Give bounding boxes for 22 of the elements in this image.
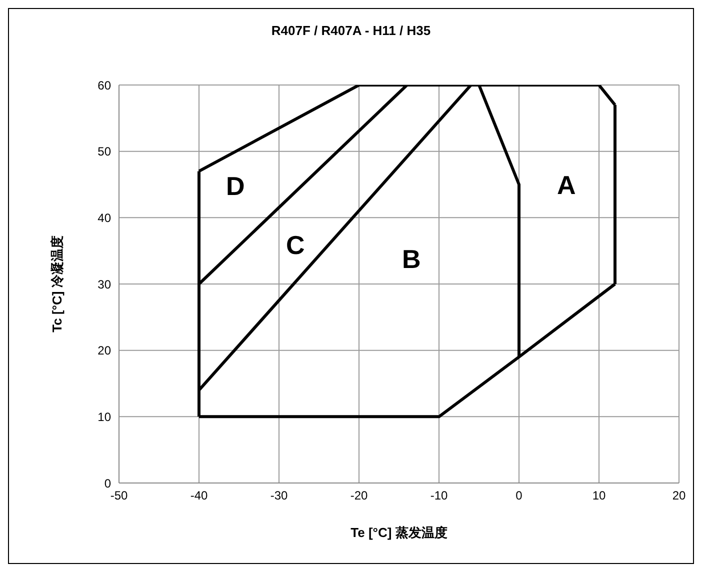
x-tick-label: -30 <box>270 488 288 503</box>
x-tick-label: -40 <box>190 488 208 503</box>
annotation: A <box>557 170 576 200</box>
annotation: B <box>402 244 421 274</box>
y-tick-label: 50 <box>98 144 112 159</box>
y-tick-label: 20 <box>98 344 112 358</box>
x-tick-label: -10 <box>430 488 448 503</box>
x-tick-label: 20 <box>672 488 686 503</box>
y-tick-label: 60 <box>98 78 112 92</box>
x-axis-title: Te [°C] 蒸发温度 <box>350 525 448 540</box>
x-tick-label: -20 <box>350 488 368 503</box>
y-tick-label: 40 <box>98 210 112 225</box>
y-tick-label: 30 <box>98 277 112 292</box>
y-tick-label: 0 <box>104 476 112 490</box>
x-tick-label: 10 <box>592 488 606 503</box>
y-axis-title: Tc [°C] 冷凝温度 <box>50 236 65 332</box>
annotation: D <box>226 171 245 201</box>
annotation: C <box>286 230 305 260</box>
chart-title: R407F / R407A - H11 / H35 <box>270 23 432 38</box>
x-tick-label: -50 <box>110 488 128 503</box>
y-tick-label: 10 <box>98 410 112 424</box>
x-tick-label: 0 <box>516 488 523 503</box>
